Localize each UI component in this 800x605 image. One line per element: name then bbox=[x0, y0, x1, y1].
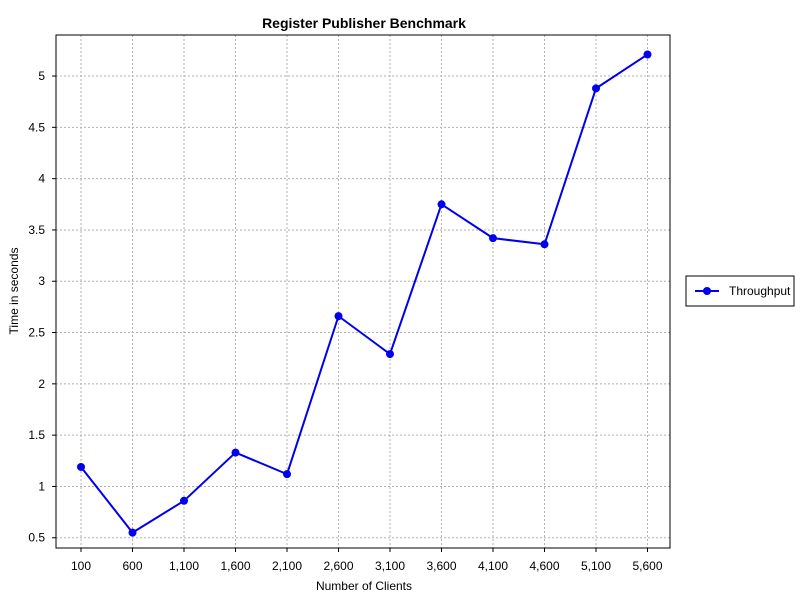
y-tick-label: 5 bbox=[38, 69, 45, 83]
data-point bbox=[489, 234, 497, 243]
y-axis-label: Time in seconds bbox=[7, 248, 21, 335]
data-point bbox=[334, 312, 343, 321]
y-tick-label: 0.5 bbox=[28, 531, 45, 545]
y-tick-label: 2.5 bbox=[28, 326, 45, 340]
x-tick-label: 1,600 bbox=[220, 559, 250, 573]
x-tick-label: 100 bbox=[71, 559, 91, 573]
y-tick-label: 4.5 bbox=[28, 120, 45, 134]
data-point bbox=[180, 496, 188, 505]
x-tick-label: 600 bbox=[122, 559, 142, 573]
x-tick-label: 2,600 bbox=[323, 559, 353, 573]
series-layer bbox=[77, 50, 652, 537]
x-tick-label: 5,600 bbox=[632, 559, 662, 573]
x-tick-label: 5,100 bbox=[581, 559, 611, 573]
data-point bbox=[283, 470, 291, 479]
x-tick-label: 3,600 bbox=[426, 559, 456, 573]
data-point bbox=[77, 462, 85, 471]
x-tick-label: 1,100 bbox=[169, 559, 199, 573]
x-axis-label: Number of Clients bbox=[316, 579, 412, 593]
data-point bbox=[540, 240, 549, 249]
x-tick-label: 2,100 bbox=[272, 559, 302, 573]
data-point bbox=[231, 448, 240, 457]
y-tick-label: 3 bbox=[38, 274, 45, 288]
legend-label: Throughput bbox=[729, 284, 791, 298]
y-tick-label: 2 bbox=[38, 377, 45, 391]
x-tick-label: 4,600 bbox=[529, 559, 559, 573]
data-point bbox=[592, 84, 600, 93]
legend-marker bbox=[703, 287, 711, 295]
x-tick-layer: 100 600 1,100 1,600 2,100 2,600 3,100 3,600 4,10… bbox=[71, 548, 663, 573]
data-point bbox=[643, 50, 652, 59]
data-point bbox=[437, 200, 446, 209]
legend: Throughput bbox=[685, 275, 795, 307]
series-line bbox=[80, 53, 649, 534]
data-point bbox=[386, 350, 394, 359]
y-tick-label: 1.5 bbox=[28, 428, 45, 442]
x-tick-label: 3,100 bbox=[375, 559, 405, 573]
x-tick-label: 4,100 bbox=[478, 559, 508, 573]
y-tick-label: 4 bbox=[38, 172, 45, 186]
chart-title: Register Publisher Benchmark bbox=[262, 15, 466, 31]
plot-frame bbox=[55, 34, 671, 549]
y-tick-label: 3.5 bbox=[28, 223, 45, 237]
grid-layer bbox=[56, 35, 670, 548]
data-point bbox=[128, 528, 137, 537]
y-tick-label: 1 bbox=[38, 479, 45, 493]
y-tick-layer: 0.5 1 1.5 2 2.5 3 3.5 4 4.5 5 bbox=[28, 69, 56, 545]
